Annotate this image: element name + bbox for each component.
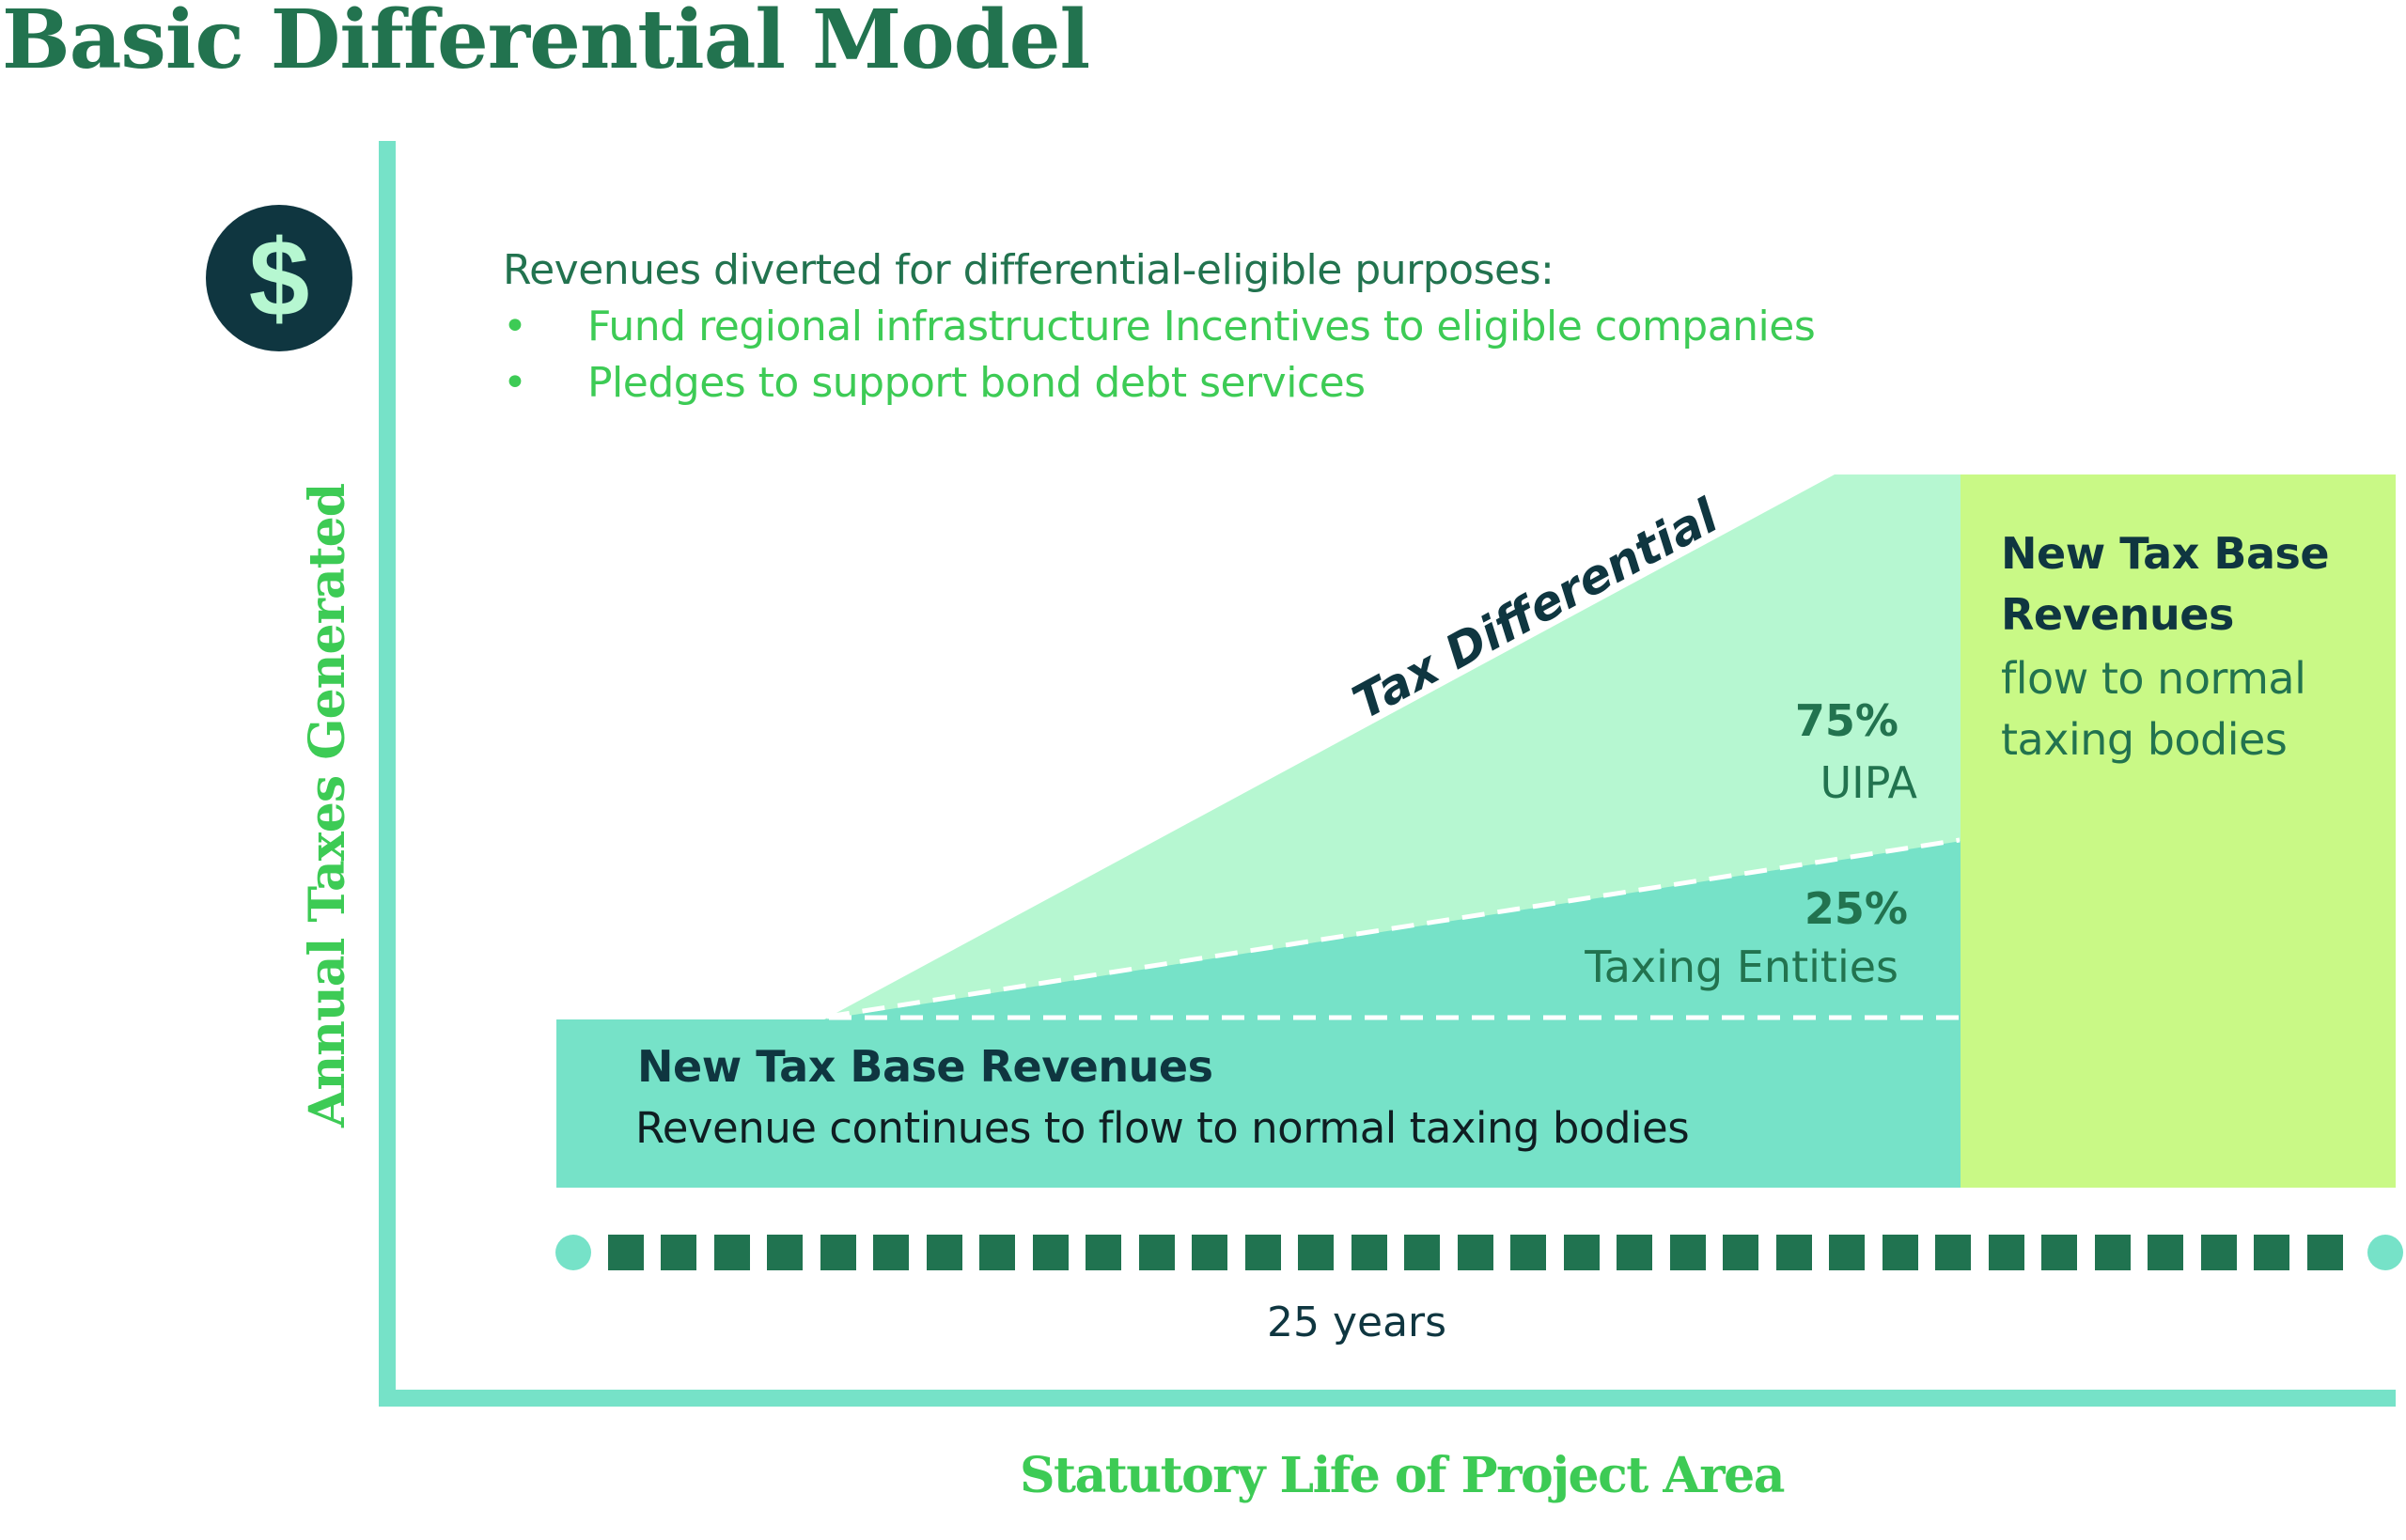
diagonal-dashed-line (826, 837, 1961, 1019)
base-revenue-block (556, 1019, 1961, 1188)
timeline-start-dot (555, 1235, 591, 1270)
right-block-title: New Tax Base Revenues (2001, 523, 2330, 646)
bullet-marker: • (503, 359, 527, 407)
bullet-marker: • (503, 303, 527, 350)
x-axis-label: Statutory Life of Project Area (1020, 1447, 1785, 1504)
page-title: Basic Differential Model (2, 0, 1090, 87)
base-block-subtitle: Revenue continues to flow to normal taxi… (635, 1103, 1690, 1153)
uipa-percent: 75% (1794, 695, 1898, 746)
x-axis-line (379, 1390, 2396, 1407)
right-title-line: Revenues (2001, 589, 2234, 640)
dollar-icon: $ (206, 205, 352, 351)
right-title-line: New Tax Base (2001, 528, 2330, 579)
y-axis-line (379, 141, 396, 1407)
timeline-label: 25 years (1267, 1299, 1447, 1346)
timeline-end-dot (2367, 1235, 2403, 1270)
uipa-label: UIPA (1820, 757, 1918, 808)
right-sub-line: taxing bodies (2001, 714, 2288, 765)
bullet-item: • Pledges to support bond debt services (503, 359, 1366, 407)
diverted-intro: Revenues diverted for differential-eligi… (503, 246, 1555, 294)
base-block-title: New Tax Base Revenues (637, 1041, 1213, 1092)
taxing-entities-percent: 25% (1804, 883, 1908, 934)
right-revenue-block (1961, 474, 2396, 1188)
taxing-entities-label: Taxing Entities (1585, 941, 1898, 992)
right-block-subtitle: flow to normal taxing bodies (2001, 648, 2306, 770)
right-sub-line: flow to normal (2001, 653, 2306, 704)
bullet-text: Fund regional infrastructure Incentives … (587, 303, 1816, 350)
bullet-item: • Fund regional infrastructure Incentives… (503, 303, 1816, 350)
bullet-text: Pledges to support bond debt services (587, 359, 1366, 407)
timeline-segments (608, 1235, 2343, 1270)
